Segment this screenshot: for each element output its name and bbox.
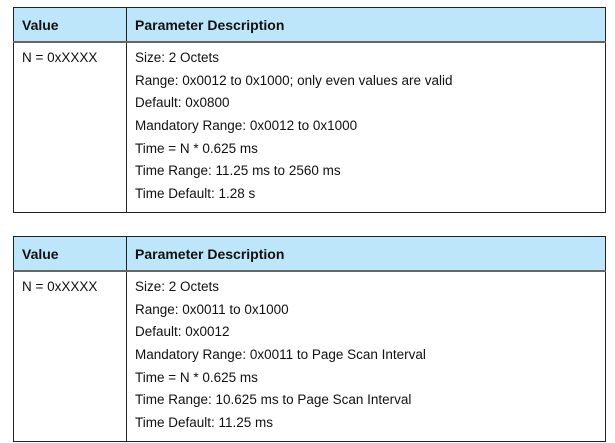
value-cell: N = 0xXXXX xyxy=(13,41,127,213)
description-cell: Size: 2 Octets Range: 0x0011 to 0x1000 D… xyxy=(126,270,606,442)
parameter-table-1: Value Parameter Description N = 0xXXXX S… xyxy=(13,7,606,213)
description-line: Default: 0x0012 xyxy=(135,324,230,340)
value-text: N = 0xXXXX xyxy=(22,279,98,294)
description-line: Time Range: 11.25 ms to 2560 ms xyxy=(135,163,341,179)
parameter-table-2: Value Parameter Description N = 0xXXXX S… xyxy=(13,236,606,442)
header-parameter-description: Parameter Description xyxy=(126,7,606,43)
description-line: Mandatory Range: 0x0012 to 0x1000 xyxy=(135,118,358,134)
table-header-row: Value Parameter Description xyxy=(13,236,606,272)
description-line: Size: 2 Octets xyxy=(135,50,220,65)
description-line: Time Default: 11.25 ms xyxy=(135,415,274,431)
table-row: N = 0xXXXX Size: 2 Octets Range: 0x0012 … xyxy=(13,41,606,213)
header-parameter-description: Parameter Description xyxy=(126,236,606,272)
value-cell: N = 0xXXXX xyxy=(13,270,127,442)
description-line: Time Range: 10.625 ms to Page Scan Inter… xyxy=(135,392,412,408)
description-cell: Size: 2 Octets Range: 0x0012 to 0x1000; … xyxy=(126,41,606,213)
value-text: N = 0xXXXX xyxy=(22,50,98,65)
header-value: Value xyxy=(13,7,127,43)
description-line: Size: 2 Octets xyxy=(135,279,220,294)
description-line: Range: 0x0012 to 0x1000; only even value… xyxy=(135,72,453,88)
table-header-row: Value Parameter Description xyxy=(13,7,606,43)
description-line: Range: 0x0011 to 0x1000 xyxy=(135,301,289,317)
description-line: Time Default: 1.28 s xyxy=(135,186,256,202)
header-value: Value xyxy=(13,236,127,272)
description-line: Default: 0x0800 xyxy=(135,95,230,111)
description-line: Time = N * 0.625 ms xyxy=(135,140,258,156)
table-row: N = 0xXXXX Size: 2 Octets Range: 0x0011 … xyxy=(13,270,606,442)
description-line: Mandatory Range: 0x0011 to Page Scan Int… xyxy=(135,347,426,363)
description-line: Time = N * 0.625 ms xyxy=(135,369,258,385)
